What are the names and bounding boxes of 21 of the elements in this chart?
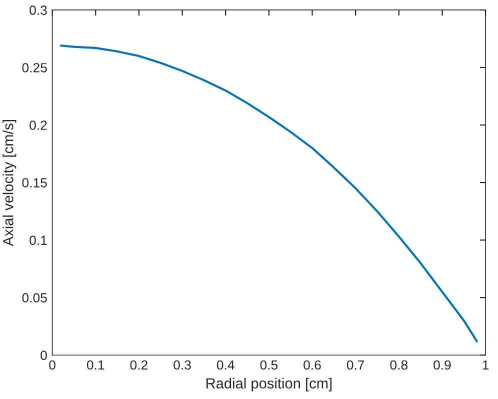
x-tick-label: 0.4	[216, 360, 234, 370]
y-tick-label: 0.3	[30, 6, 47, 15]
y-axis-title: Axial velocity [cm/s]	[2, 120, 16, 246]
y-tick-label: 0.2	[30, 120, 47, 130]
x-tick-label: 0.7	[346, 360, 364, 370]
y-tick-label: 0.15	[22, 178, 47, 188]
x-tick-label: 0.3	[174, 360, 191, 370]
x-tick-label: 0.5	[260, 360, 278, 370]
x-tick-label: 0	[49, 360, 56, 370]
x-axis-title: Radial position [cm]	[206, 378, 332, 392]
y-tick-label: 0.25	[22, 63, 47, 72]
x-tick-label: 0.9	[434, 360, 451, 370]
y-tick-label: 0.1	[30, 236, 47, 245]
x-tick-label: 0.1	[86, 360, 104, 370]
line-series	[60, 44, 478, 342]
x-tick-label: 0.8	[390, 360, 408, 370]
y-tick-label: 0	[40, 350, 47, 360]
x-tick-label: 1	[482, 360, 489, 370]
y-tick-label: 0.05	[22, 293, 47, 302]
x-tick-label: 0.6	[304, 360, 321, 370]
x-tick-label: 0.2	[130, 360, 148, 370]
